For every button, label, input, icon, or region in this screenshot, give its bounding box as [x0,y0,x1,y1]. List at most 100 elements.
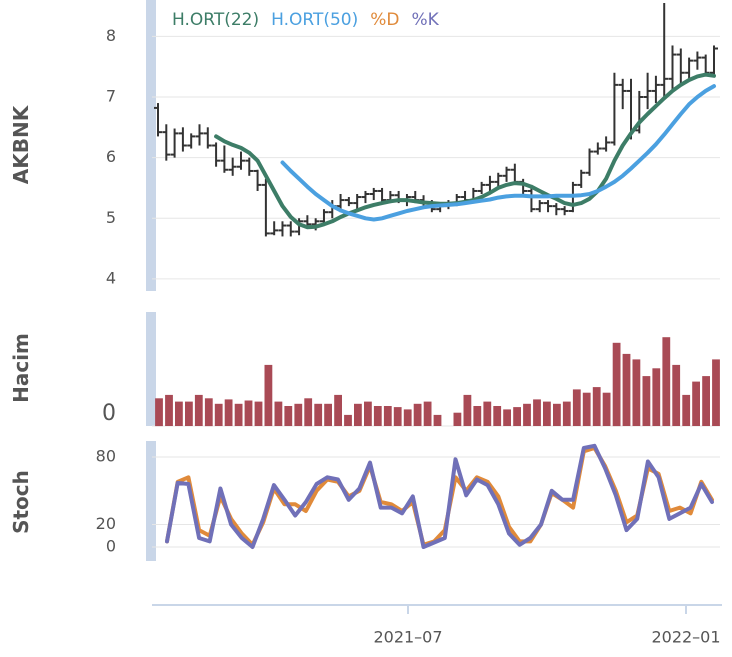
ohlc-bar [344,197,353,207]
ohlc-bar [685,57,694,79]
time-tick-label: 2021–07 [373,628,442,647]
volume-bar [254,401,263,426]
ohlc-bar [552,203,561,216]
ohlc-bar [710,45,718,76]
volume-bar [682,394,691,426]
volume-bar [194,394,203,426]
volume-bar [463,394,472,426]
volume-y-axis-label: Hacim [9,333,33,403]
ohlc-bar [212,142,221,167]
stochastic-k-line [165,443,714,549]
ohlc-bar [162,124,171,161]
volume-bar [582,392,591,426]
volume-bar [344,414,352,426]
volume-bar [702,376,710,426]
volume-bar [602,392,611,426]
ohlc-bar [494,172,503,188]
volume-bar [294,403,303,426]
legend-stoch-d[interactable]: %D [370,10,399,30]
ohlc-bar [502,166,511,182]
volume-bar [373,406,382,426]
stochastic-y-ticks: 80 20 0 [96,447,116,556]
price-y-tick-label: 8 [106,26,116,45]
volume-bar [403,409,412,426]
volume-bar [165,394,173,426]
volume-bar [413,403,422,426]
ohlc-bar [693,51,702,70]
ohlc-bar [361,190,370,204]
ohlc-bar [577,169,586,188]
volume-bar [612,342,621,427]
ohlc-bar [220,145,229,173]
stochastic-y-tick-label: 80 [96,447,116,466]
stochastic-d-line [165,446,714,547]
ohlc-bar [560,206,569,216]
volume-bar [592,387,601,426]
ohlc-bar [178,127,187,152]
ohlc-bar [477,181,486,194]
volume-bar [632,359,641,426]
volume-bar [572,389,581,426]
volume-bar [523,403,531,426]
ohlc-bar [236,151,245,170]
volume-panel: 0 Hacim [9,312,720,427]
ohlc-bar [154,103,162,137]
ohlc-bar [270,221,279,236]
volume-bar [513,407,521,426]
price-y-tick-label: 7 [106,87,116,106]
ohlc-bar [228,157,237,176]
volume-bar [264,364,273,426]
ohlc-bar [544,200,553,213]
ohlc-bar [701,54,710,76]
stochastic-y-tick-label: 20 [96,514,116,533]
volume-bar [553,403,561,426]
ohlc-bar [602,136,611,152]
ohlc-bar [286,221,295,237]
volume-bar [473,406,482,426]
volume-bar [354,403,362,426]
legend-ma50[interactable]: H.ORT(50) [271,10,358,30]
stochastic-scrollbar[interactable] [146,441,156,561]
stochastic-y-axis-label: Stoch [9,470,33,534]
ohlc-bar [635,90,644,134]
price-panel: 8 7 6 5 4 AKBNK H.ORT(22) H.ORT(50) %D %K [9,0,720,291]
ohlc-bar [369,187,378,201]
volume-bar [234,403,243,426]
ohlc-bar [187,133,196,149]
price-grid [152,35,720,280]
ohlc-bar [643,72,652,110]
legend-stoch-k[interactable]: %K [412,10,440,30]
volume-bar [483,401,492,426]
ohlc-bar [253,169,262,191]
ohlc-bar [295,218,304,236]
volume-bar [493,406,502,426]
volume-bar [364,401,372,426]
volume-bar [175,401,183,426]
volume-bar [642,376,651,426]
price-y-axis-label: AKBNK [9,104,33,184]
volume-bar [453,412,462,426]
volume-scrollbar[interactable] [146,312,156,426]
stochastic-y-tick-label: 0 [106,537,116,556]
volume-bar [543,401,551,426]
volume-bar [244,400,253,426]
volume-bar [672,364,681,426]
volume-bar [423,401,432,426]
price-y-tick-label: 6 [106,147,116,166]
ohlc-bar [593,142,602,155]
volume-bar [662,337,671,426]
volume-bar [314,403,323,426]
volume-bar [214,403,223,426]
ohlc-bar [319,209,328,225]
ohlc-bar [585,148,594,176]
time-ticks: 2021–07 2022–01 [373,605,721,647]
ohlc-bar [195,124,204,146]
volume-bar [433,414,442,426]
price-scrollbar[interactable] [146,0,156,291]
ohlc-bar [278,221,287,237]
volume-bar [692,381,700,426]
legend-ma22[interactable]: H.ORT(22) [172,10,259,30]
time-axis: 2021–07 2022–01 [152,604,722,647]
stochastic-panel: 80 20 0 Stoch [9,441,720,561]
